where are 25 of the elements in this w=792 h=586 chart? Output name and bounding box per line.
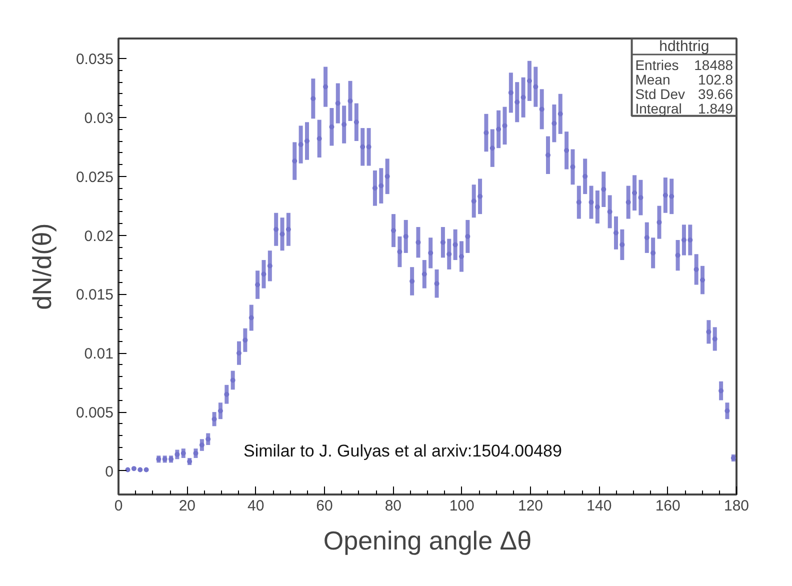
- y-tick-label: 0.005: [76, 404, 114, 422]
- y-tick-label: 0.02: [84, 228, 114, 245]
- x-tick-label: 60: [316, 498, 333, 514]
- x-axis-title: Opening angle Δθ: [323, 526, 532, 556]
- x-tick-label: 180: [724, 498, 750, 514]
- x-tick-label: 160: [655, 498, 680, 514]
- y-tick-label: 0.015: [76, 286, 114, 304]
- y-axis-title: dN/d(θ): [26, 223, 57, 310]
- y-tick-label: 0.025: [76, 168, 114, 186]
- text: Mean 102.8: [635, 71, 734, 88]
- annotation: Integral 1.849: [635, 100, 734, 117]
- x-tick-label: 120: [518, 498, 544, 514]
- annotation: Std Dev 39.66: [635, 86, 734, 102]
- x-tick-label: 20: [178, 498, 196, 514]
- x-tick-label: 40: [247, 498, 264, 514]
- y-tick-label: 0.035: [76, 51, 114, 68]
- x-tick-label: 100: [449, 498, 474, 514]
- y-tick-label: 0.01: [84, 346, 114, 363]
- y-tick-label: 0.03: [84, 110, 114, 127]
- y-tick-label: 0: [105, 463, 114, 480]
- annotation: Entries 18488: [635, 56, 734, 73]
- annotation: Similar to J. Gulyas et al arxiv:1504.00489: [244, 442, 562, 460]
- x-tick-label: 140: [586, 498, 612, 514]
- x-tick-label: 80: [384, 498, 402, 514]
- annotation: hdthtrig: [659, 38, 710, 56]
